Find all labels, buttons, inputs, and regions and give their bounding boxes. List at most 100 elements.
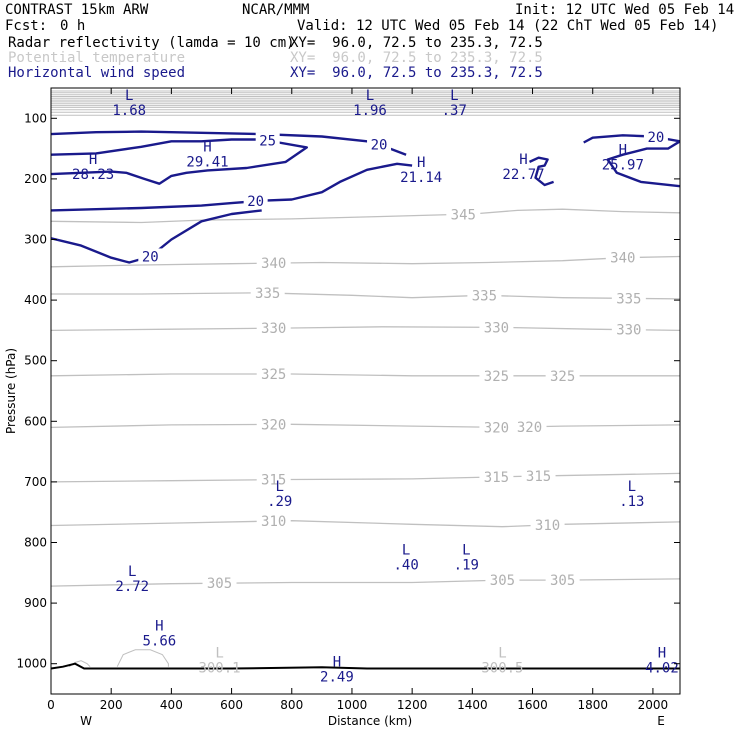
theta-label: 340 bbox=[610, 251, 635, 267]
theta-label: 330 bbox=[261, 321, 286, 337]
theta-label-bg bbox=[479, 319, 514, 335]
theta-label-bg bbox=[256, 471, 291, 487]
extremum-type: H bbox=[333, 655, 341, 671]
extremum-type: L bbox=[450, 88, 458, 104]
extremum-type: H bbox=[89, 152, 97, 168]
x-tick-label: 200 bbox=[100, 698, 123, 712]
theta-label-bg bbox=[256, 416, 291, 432]
extremum-value: 25.97 bbox=[602, 158, 644, 174]
theta-label-bg bbox=[545, 367, 580, 383]
y-tick-label: 900 bbox=[24, 596, 47, 610]
extremum-value: 22.77 bbox=[502, 167, 544, 183]
wind-contour-20 bbox=[528, 156, 554, 187]
theta-label-bg bbox=[256, 320, 291, 336]
x-tick-label: 800 bbox=[280, 698, 303, 712]
extremum-type: L bbox=[125, 88, 133, 104]
extremum-value: .37 bbox=[442, 103, 467, 119]
field-name-theta: Potential temperature bbox=[8, 50, 186, 66]
x-tick-label: 1400 bbox=[457, 698, 488, 712]
y-tick-label: 700 bbox=[24, 475, 47, 489]
y-tick-label: 400 bbox=[24, 293, 47, 307]
y-tick-label: 500 bbox=[24, 354, 47, 368]
wind-label-bg bbox=[255, 132, 280, 148]
field-xy-reflectivity: XY= 96.0, 72.5 to 235.3, 72.5 bbox=[290, 35, 543, 51]
theta-label-bg bbox=[545, 572, 580, 588]
theta-label-bg bbox=[256, 366, 291, 382]
theta-label: 305 bbox=[490, 573, 515, 589]
extremum-type: H bbox=[417, 155, 425, 171]
wind-label-bg bbox=[243, 193, 268, 209]
theta-label: 335 bbox=[255, 286, 280, 302]
theta-label-bg bbox=[479, 419, 514, 435]
theta-label: 325 bbox=[550, 369, 575, 385]
theta-label: 325 bbox=[484, 369, 509, 385]
extremum-type: L bbox=[366, 88, 374, 104]
valid-time: Valid: 12 UTC Wed 05 Feb 14 (22 ChT Wed … bbox=[297, 18, 719, 34]
theta-label: 320 bbox=[261, 417, 286, 433]
theta-label-bg bbox=[512, 418, 547, 434]
theta-label: 310 bbox=[261, 514, 286, 530]
extremum-type: L bbox=[128, 564, 136, 580]
wind-label: 20 bbox=[647, 130, 664, 146]
x-tick-label: 1800 bbox=[577, 698, 608, 712]
x-tick-label: 2000 bbox=[638, 698, 669, 712]
y-axis: 100 200 300 400 500 600 700 800 900 1000 bbox=[16, 111, 680, 671]
fcst-label: Fcst: bbox=[5, 18, 48, 34]
theta-label: 345 bbox=[451, 207, 476, 223]
extremum-value: .19 bbox=[454, 558, 479, 574]
y-tick-label: 300 bbox=[24, 233, 47, 247]
theta-label-bg bbox=[605, 249, 640, 265]
wind-contour-25 bbox=[51, 138, 308, 185]
wind-label-bg bbox=[138, 248, 163, 264]
theta-label: 325 bbox=[261, 367, 286, 383]
fcst-value: 0 h bbox=[60, 18, 86, 34]
extremum-type: H bbox=[155, 618, 163, 634]
theta-label-bg bbox=[256, 513, 291, 529]
theta-label: 340 bbox=[261, 256, 286, 272]
theta-contours: 345 340 340 335 335 335 330 330 330 325 325 325 320 3… bbox=[51, 206, 680, 592]
extremum-type: H bbox=[619, 143, 627, 159]
x-tick-label: 400 bbox=[160, 698, 183, 712]
east-label: E bbox=[657, 714, 665, 728]
y-tick-label: 200 bbox=[24, 172, 47, 186]
theta-label-bg bbox=[479, 367, 514, 383]
x-axis: 0 200 400 600 800 1000 1200 1400 1600 1800 2000 bbox=[47, 88, 668, 712]
theta-contour-335 bbox=[51, 292, 680, 300]
theta-contour-330 bbox=[51, 326, 680, 332]
theta-label: 335 bbox=[472, 288, 497, 304]
wind-label: 20 bbox=[371, 138, 388, 154]
wind-contour-20 bbox=[51, 162, 413, 212]
field-name-reflectivity: Radar reflectivity (lamda = 10 cm) bbox=[8, 35, 295, 51]
extremum-type: L bbox=[215, 646, 223, 662]
extremum-value: 300.1 bbox=[198, 661, 240, 677]
extremum-value: 2.49 bbox=[320, 670, 354, 686]
terrain bbox=[51, 662, 680, 670]
extremum-value: .13 bbox=[619, 494, 644, 510]
field-xy-wind: XY= 96.0, 72.5 to 235.3, 72.5 bbox=[290, 65, 543, 81]
extremum-value: .29 bbox=[267, 494, 292, 510]
extremum-value: 28.23 bbox=[72, 167, 114, 183]
extremum-value: 1.96 bbox=[353, 103, 387, 119]
theta-label-bg bbox=[446, 206, 481, 222]
extremum-value: 2.72 bbox=[115, 579, 149, 595]
theta-contour-320 bbox=[51, 423, 680, 429]
extremum-value: 4.02 bbox=[645, 661, 679, 677]
plot-frame bbox=[50, 87, 681, 695]
theta-label: 305 bbox=[207, 576, 232, 592]
extremum-type: H bbox=[658, 646, 666, 662]
west-label: W bbox=[80, 714, 92, 728]
y-tick-label: 100 bbox=[24, 111, 47, 125]
theta-contour-340 bbox=[51, 255, 680, 268]
theta-label: 315 bbox=[526, 469, 551, 485]
theta-contour-315 bbox=[51, 472, 680, 483]
extremum-value: 5.66 bbox=[142, 633, 176, 649]
field-name-wind: Horizontal wind speed bbox=[8, 65, 186, 81]
extremum-type: L bbox=[402, 543, 410, 559]
terrain-line bbox=[51, 662, 680, 670]
theta-label-bg bbox=[611, 290, 646, 306]
theta-label-bg bbox=[521, 468, 556, 484]
center-label: NCAR/MMM bbox=[242, 2, 310, 18]
x-tick-label: 1000 bbox=[337, 698, 368, 712]
theta-label: 330 bbox=[616, 323, 641, 339]
extremum-type: L bbox=[628, 479, 636, 495]
